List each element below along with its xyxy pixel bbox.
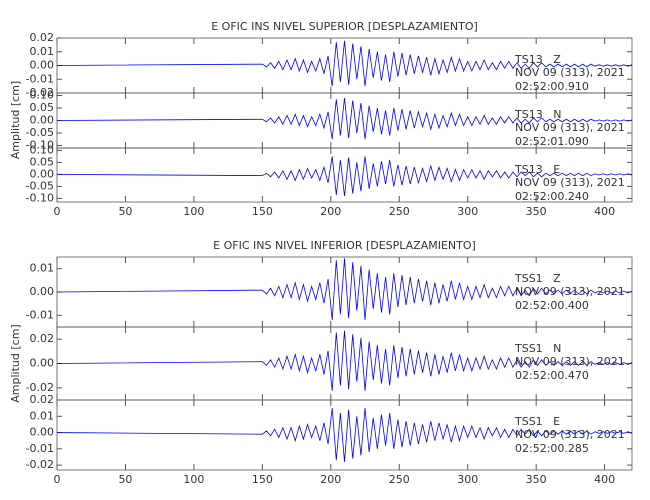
x-tick-label: 300 (457, 205, 478, 218)
y-axis-label: Amplitud [cm] (9, 324, 22, 402)
time-label: 02:52:00.240 (515, 190, 589, 203)
x-tick-label: 50 (118, 473, 132, 486)
y-tick-label: 0.00 (30, 167, 55, 180)
station-label: TS13 E (514, 163, 560, 176)
time-label: 02:52:00.285 (515, 442, 589, 455)
date-label: NOV 09 (313), 2021 (515, 121, 625, 134)
x-tick-label: 150 (252, 473, 273, 486)
date-label: NOV 09 (313), 2021 (515, 285, 625, 298)
y-tick-label: 0.00 (30, 357, 55, 370)
y-tick-label: -0.02 (26, 458, 54, 471)
waveform (56, 408, 633, 462)
x-tick-label: 350 (526, 473, 547, 486)
x-tick-label: 100 (183, 473, 204, 486)
station-label: TS13 Z (514, 53, 561, 66)
y-tick-label: 0.05 (30, 155, 55, 168)
x-tick-label: 400 (594, 473, 615, 486)
date-label: NOV 09 (313), 2021 (515, 66, 625, 79)
y-tick-label: -0.01 (26, 442, 54, 455)
y-tick-label: -0.10 (26, 191, 54, 204)
x-tick-label: 400 (594, 205, 615, 218)
chart-title: E OFIC INS NIVEL INFERIOR [DESPLAZAMIENT… (213, 239, 476, 252)
time-label: 02:52:00.400 (515, 299, 589, 312)
x-tick-label: 350 (526, 205, 547, 218)
time-label: 02:52:00.470 (515, 369, 589, 382)
x-tick-label: 0 (54, 205, 61, 218)
y-tick-label: 0.05 (30, 101, 55, 114)
station-label: TS13 N (514, 108, 561, 121)
waveform (56, 97, 633, 140)
y-tick-label: -0.02 (26, 381, 54, 394)
date-label: NOV 09 (313), 2021 (515, 355, 625, 368)
time-label: 02:52:00.910 (515, 80, 589, 93)
x-tick-label: 250 (389, 205, 410, 218)
panel-frame (56, 399, 633, 471)
y-axis-label: Amplitud [cm] (9, 81, 22, 159)
y-tick-label: 0.10 (30, 89, 55, 102)
x-tick-label: 0 (54, 473, 61, 486)
y-tick-label: 0.01 (30, 409, 55, 422)
y-tick-label: -0.10 (26, 139, 54, 152)
x-tick-label: 150 (252, 205, 273, 218)
y-tick-label: 0.02 (30, 31, 55, 44)
y-tick-label: 0.10 (30, 143, 55, 156)
y-tick-label: 0.01 (30, 262, 55, 275)
chart-title: E OFIC INS NIVEL SUPERIOR [DESPLAZAMIENT… (211, 20, 478, 33)
y-tick-label: 0.02 (30, 332, 55, 345)
date-label: NOV 09 (313), 2021 (515, 176, 625, 189)
x-tick-label: 50 (118, 205, 132, 218)
waveform (56, 156, 633, 197)
y-tick-label: 0.01 (30, 45, 55, 58)
station-label: TSS1 E (514, 415, 560, 428)
x-tick-label: 200 (320, 473, 341, 486)
waveform (56, 330, 633, 391)
y-tick-label: 0.00 (30, 285, 55, 298)
y-tick-label: -0.01 (26, 72, 54, 85)
x-tick-label: 200 (320, 205, 341, 218)
y-tick-label: 0.02 (30, 393, 55, 406)
y-tick-label: 0.00 (30, 426, 55, 439)
y-tick-label: -0.05 (26, 179, 54, 192)
x-tick-label: 300 (457, 473, 478, 486)
y-tick-label: -0.02 (26, 86, 54, 99)
station-label: TSS1 N (514, 342, 561, 355)
station-label: TSS1 Z (514, 272, 561, 285)
y-tick-label: -0.05 (26, 126, 54, 139)
x-tick-label: 250 (389, 473, 410, 486)
date-label: NOV 09 (313), 2021 (515, 428, 625, 441)
y-tick-label: 0.00 (30, 59, 55, 72)
y-tick-label: 0.00 (30, 114, 55, 127)
time-label: 02:52:01.090 (515, 135, 589, 148)
waveform (56, 258, 633, 321)
y-tick-label: -0.01 (26, 308, 54, 321)
x-tick-label: 100 (183, 205, 204, 218)
waveform (56, 40, 633, 87)
